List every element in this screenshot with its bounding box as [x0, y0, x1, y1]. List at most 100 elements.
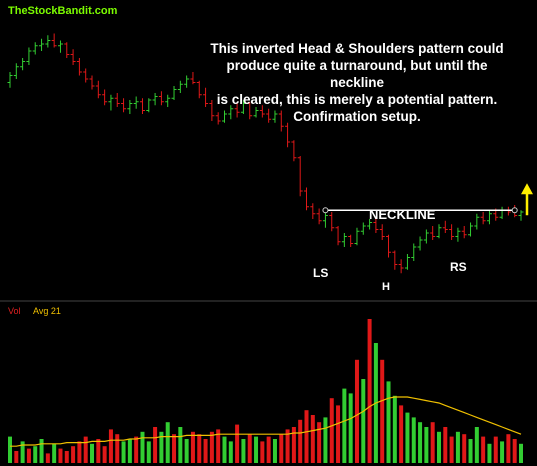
- head-label: H: [382, 281, 390, 293]
- volume-bar: [493, 436, 498, 463]
- right-shoulder-label: RS: [450, 260, 467, 274]
- volume-bar: [228, 441, 233, 463]
- volume-bar: [108, 429, 113, 463]
- volume-bar: [354, 359, 359, 463]
- volume-bar: [172, 434, 177, 463]
- volume-bar: [209, 431, 214, 463]
- volume-bar: [386, 381, 391, 463]
- volume-bar: [127, 439, 132, 463]
- volume-bar: [8, 436, 12, 463]
- volume-bar: [279, 434, 284, 463]
- volume-legend: Vol Avg 21: [8, 306, 61, 316]
- annotation-line: produce quite a turnaround, but until th…: [226, 58, 488, 90]
- volume-bar: [411, 417, 416, 463]
- volume-bar: [33, 446, 38, 463]
- volume-bar: [121, 441, 126, 463]
- volume-legend-label: Vol: [8, 306, 21, 316]
- volume-bar: [298, 419, 303, 463]
- volume-bar: [424, 427, 429, 463]
- volume-bar: [190, 431, 195, 463]
- volume-panel: [8, 319, 523, 463]
- volume-average-line: [10, 396, 522, 447]
- volume-bar: [317, 422, 322, 463]
- volume-bar: [336, 405, 341, 463]
- annotation-line: is cleared, this is merely a potential p…: [216, 92, 498, 107]
- volume-bar: [361, 379, 366, 463]
- average-legend-label: Avg 21: [33, 306, 61, 316]
- volume-bar: [159, 431, 164, 463]
- volume-bar: [266, 436, 271, 463]
- neckline-label: NECKLINE: [369, 207, 436, 222]
- volume-bar: [45, 453, 50, 463]
- volume-bar: [487, 443, 492, 463]
- volume-bar: [247, 434, 252, 463]
- volume-bar: [184, 439, 189, 463]
- volume-bar: [462, 434, 467, 463]
- volume-bar: [436, 431, 441, 463]
- volume-bar: [285, 429, 290, 463]
- volume-bar: [304, 410, 309, 463]
- volume-bar: [216, 429, 221, 463]
- volume-bar: [392, 395, 397, 463]
- volume-bar: [235, 424, 240, 463]
- volume-bar: [14, 451, 19, 463]
- volume-bar: [506, 434, 511, 463]
- volume-bar: [178, 427, 183, 463]
- volume-bar: [474, 427, 479, 463]
- volume-bar: [77, 441, 82, 463]
- volume-bar: [52, 443, 57, 463]
- annotation-text: This inverted Head & Shoulders pattern c…: [198, 40, 516, 125]
- volume-bar: [500, 441, 505, 463]
- volume-bar: [481, 436, 486, 463]
- volume-bar: [260, 441, 265, 463]
- volume-bar: [519, 443, 523, 463]
- volume-bar: [102, 446, 107, 463]
- volume-bar: [399, 405, 404, 463]
- volume-bar: [134, 436, 139, 463]
- volume-bar: [449, 436, 454, 463]
- watermark: TheStockBandit.com: [8, 5, 118, 17]
- volume-bar: [115, 434, 120, 463]
- volume-bar: [254, 436, 259, 463]
- volume-bar: [96, 439, 101, 463]
- volume-bar: [310, 415, 315, 463]
- volume-bar: [222, 436, 227, 463]
- volume-bar: [443, 427, 448, 463]
- volume-bar: [342, 388, 347, 463]
- volume-bar: [140, 431, 145, 463]
- volume-bar: [83, 436, 88, 463]
- volume-bar: [291, 427, 296, 463]
- volume-bar: [165, 422, 170, 463]
- volume-bar: [203, 439, 208, 463]
- neckline-endpoint: [511, 207, 518, 214]
- annotation-line: This inverted Head & Shoulders pattern c…: [210, 41, 504, 56]
- volume-bar: [418, 422, 423, 463]
- volume-bar: [455, 431, 460, 463]
- volume-bar: [367, 319, 372, 463]
- volume-bar: [90, 443, 95, 463]
- volume-bar: [380, 359, 385, 463]
- volume-bar: [348, 393, 353, 463]
- annotation-line: Confirmation setup.: [293, 109, 421, 124]
- volume-bar: [20, 441, 25, 463]
- volume-bar: [71, 446, 76, 463]
- volume-bar: [468, 439, 473, 463]
- left-shoulder-label: LS: [313, 266, 329, 280]
- chart-overlays: [322, 183, 533, 216]
- volume-bar: [153, 427, 158, 463]
- breakout-arrow-head: [521, 183, 533, 195]
- volume-bar: [405, 412, 410, 463]
- volume-bar: [272, 439, 277, 463]
- volume-bar: [39, 439, 44, 463]
- price-panel: [7, 33, 524, 274]
- neckline-endpoint: [322, 207, 329, 214]
- volume-bar: [58, 448, 63, 463]
- volume-bar: [430, 422, 435, 463]
- volume-bar: [146, 441, 151, 463]
- volume-bar: [197, 434, 202, 463]
- volume-bar: [329, 398, 334, 463]
- volume-bar: [323, 417, 328, 463]
- volume-bar: [512, 439, 517, 463]
- volume-bar: [241, 439, 246, 463]
